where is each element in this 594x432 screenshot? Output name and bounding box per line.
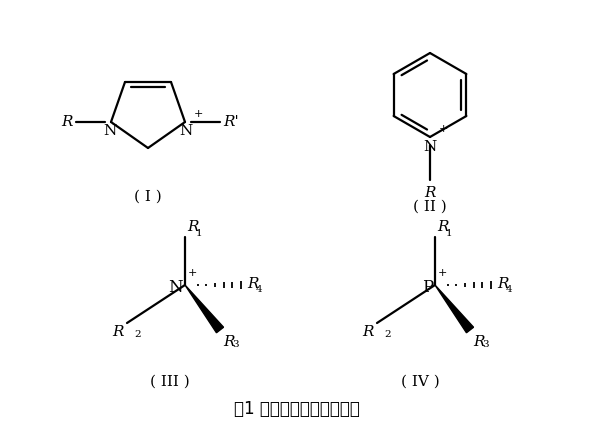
Text: ( IV ): ( IV ) bbox=[400, 375, 440, 389]
Text: N: N bbox=[103, 124, 116, 138]
Text: R: R bbox=[437, 220, 448, 234]
Text: N: N bbox=[179, 124, 192, 138]
Text: 2: 2 bbox=[134, 330, 141, 339]
Text: N: N bbox=[168, 279, 183, 295]
Text: 4: 4 bbox=[256, 285, 263, 293]
Text: ( III ): ( III ) bbox=[150, 375, 190, 389]
Text: +: + bbox=[439, 124, 448, 134]
Text: +: + bbox=[438, 268, 447, 278]
Text: R: R bbox=[473, 335, 485, 349]
Text: R: R bbox=[424, 186, 436, 200]
Polygon shape bbox=[435, 285, 473, 333]
Text: R': R' bbox=[223, 115, 239, 129]
Text: R: R bbox=[223, 335, 235, 349]
Text: +: + bbox=[188, 268, 197, 278]
Polygon shape bbox=[185, 285, 223, 333]
Text: 1: 1 bbox=[196, 229, 203, 238]
Text: R: R bbox=[247, 277, 258, 291]
Text: P: P bbox=[422, 279, 433, 295]
Text: ( I ): ( I ) bbox=[134, 190, 162, 204]
Text: ( II ): ( II ) bbox=[413, 200, 447, 214]
Text: 3: 3 bbox=[232, 340, 239, 349]
Text: 图1 常见离子液体的阳离子: 图1 常见离子液体的阳离子 bbox=[234, 400, 360, 418]
Text: +: + bbox=[194, 109, 203, 119]
Text: R: R bbox=[187, 220, 198, 234]
Text: 2: 2 bbox=[384, 330, 391, 339]
Text: R: R bbox=[497, 277, 508, 291]
Text: R: R bbox=[362, 325, 374, 339]
Text: 3: 3 bbox=[482, 340, 489, 349]
Text: R: R bbox=[112, 325, 124, 339]
Text: 1: 1 bbox=[446, 229, 453, 238]
Text: 4: 4 bbox=[506, 285, 513, 293]
Text: N: N bbox=[424, 140, 437, 154]
Text: R: R bbox=[62, 115, 73, 129]
